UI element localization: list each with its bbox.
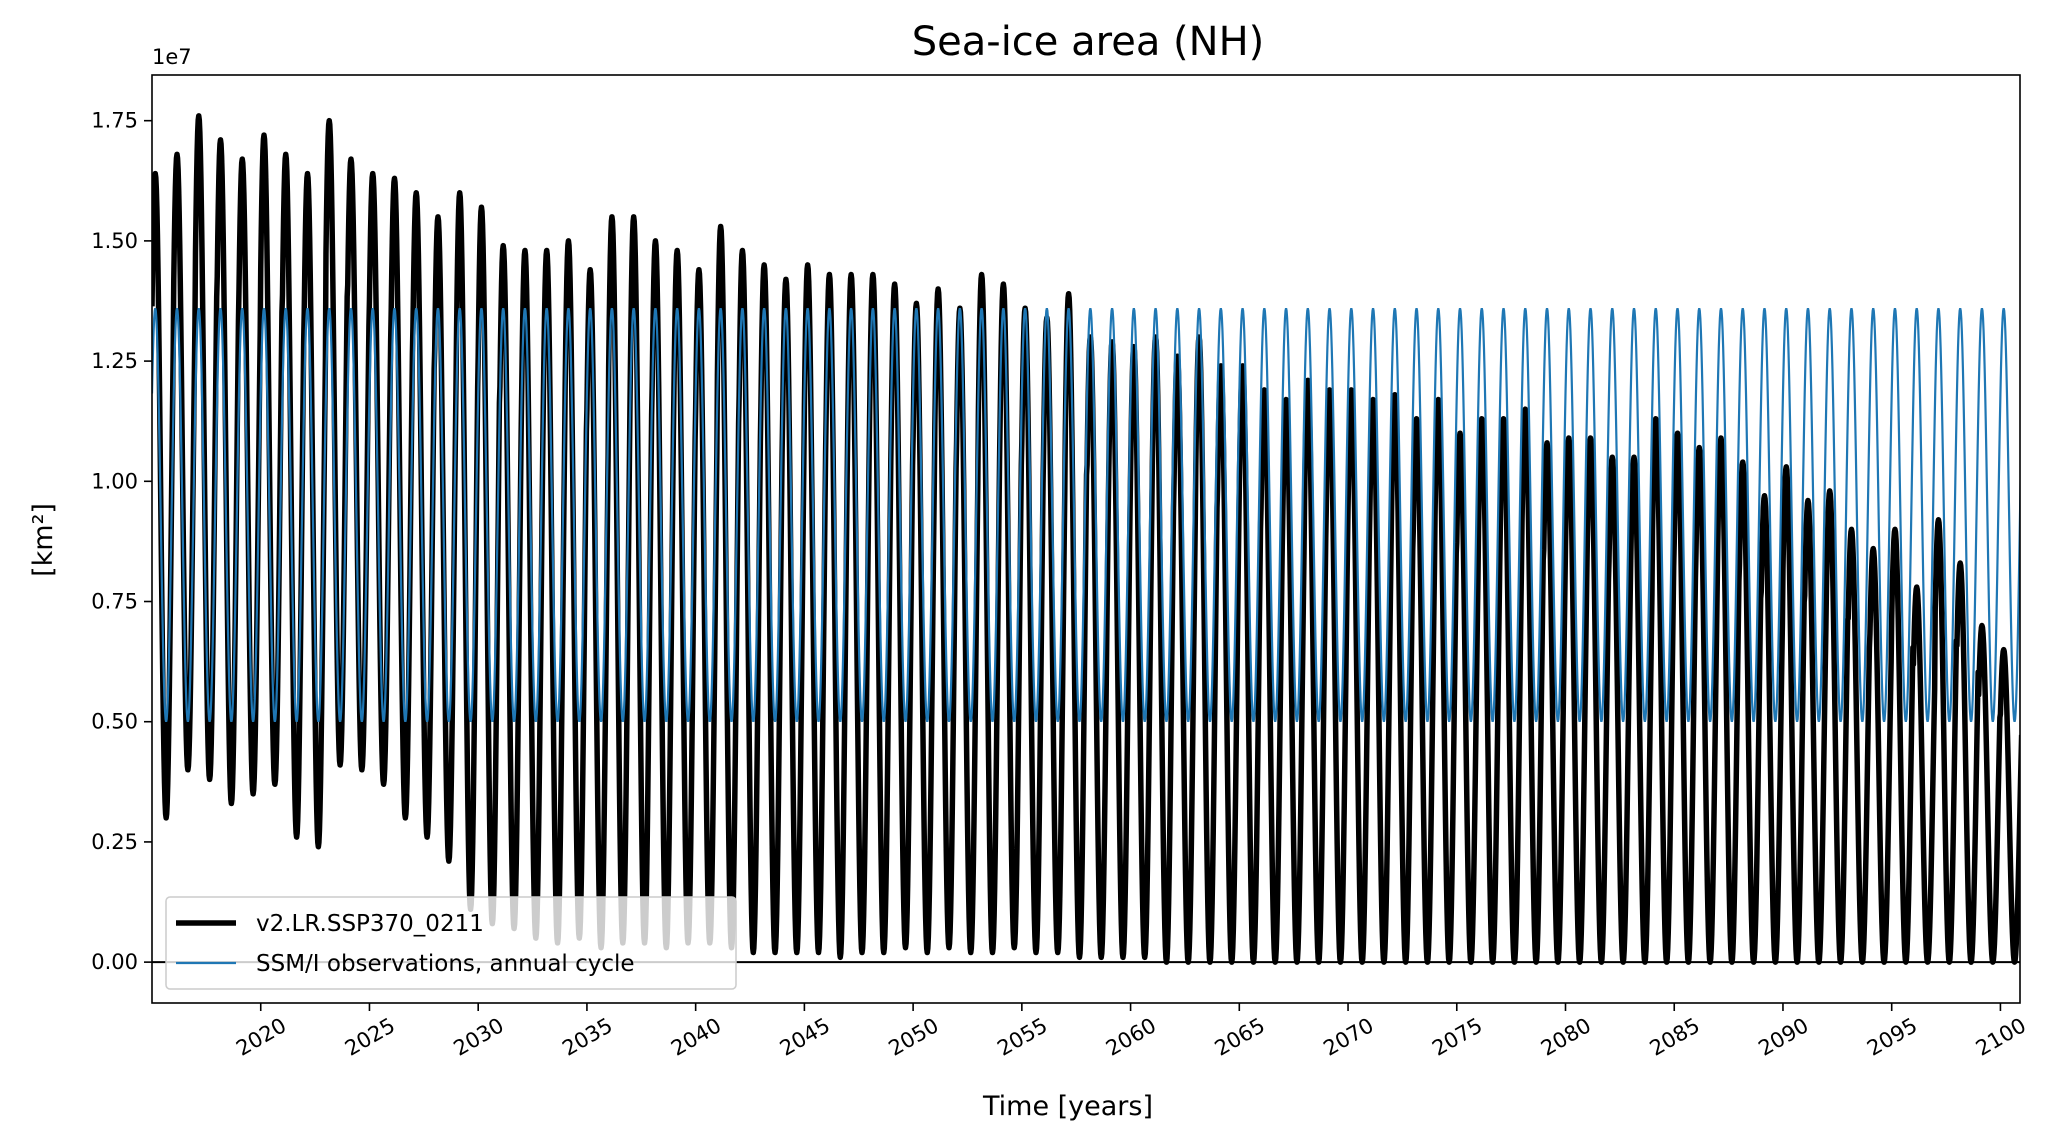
y-tick-label: 0.25 xyxy=(91,830,138,854)
y-tick-label: 1.75 xyxy=(91,109,138,133)
y-axis-label: [km²] xyxy=(28,503,59,577)
legend-label-model: v2.LR.SSP370_0211 xyxy=(256,911,484,937)
y-tick-label: 1.25 xyxy=(91,349,138,373)
legend-label-observations: SSM/I observations, annual cycle xyxy=(256,951,635,977)
y-tick-label: 0.75 xyxy=(91,590,138,614)
y-tick-label: 1.50 xyxy=(91,229,138,253)
y-tick-label: 0.00 xyxy=(91,950,138,974)
x-axis-label: Time [years] xyxy=(982,1091,1153,1122)
legend: v2.LR.SSP370_0211 SSM/I observations, ann… xyxy=(165,896,737,990)
y-tick-label: 1.00 xyxy=(91,469,138,493)
chart-title: Sea-ice area (NH) xyxy=(912,19,1265,65)
y-multiplier-label: 1e7 xyxy=(152,45,192,69)
series-observations-line xyxy=(152,307,2020,722)
legend-box xyxy=(165,896,737,990)
y-tick-label: 0.50 xyxy=(91,710,138,734)
axes-frame xyxy=(151,74,2021,1004)
